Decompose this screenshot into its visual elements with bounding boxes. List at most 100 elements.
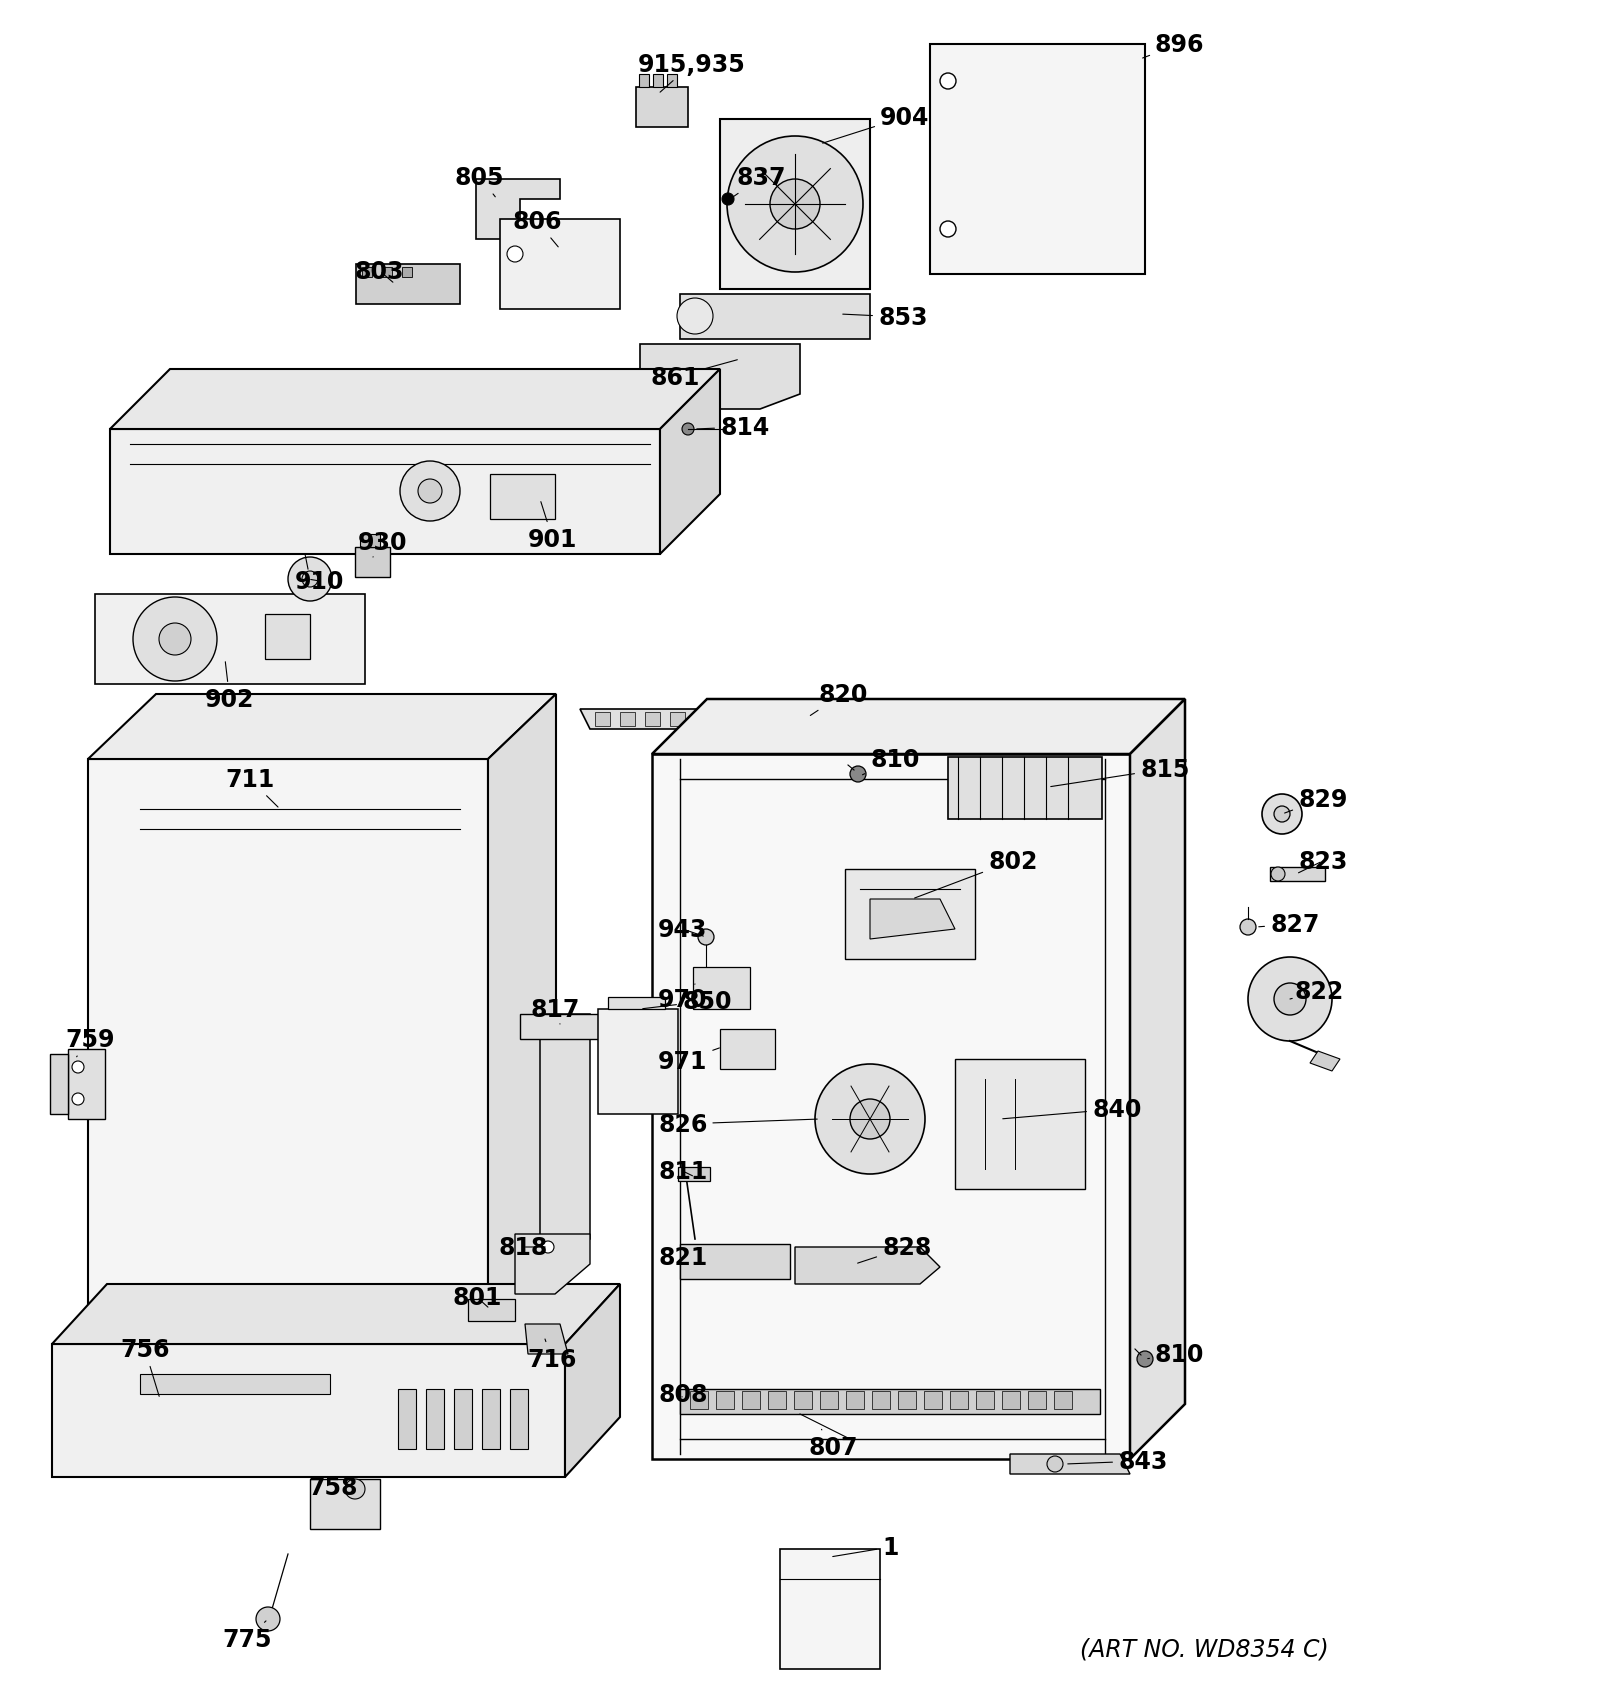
Polygon shape — [1010, 1454, 1130, 1475]
Polygon shape — [1310, 1052, 1341, 1071]
Polygon shape — [947, 757, 1102, 820]
Polygon shape — [398, 1390, 416, 1449]
Polygon shape — [768, 1391, 786, 1408]
Text: 853: 853 — [843, 305, 928, 329]
Polygon shape — [872, 1391, 890, 1408]
Text: 811: 811 — [658, 1159, 707, 1183]
Circle shape — [158, 624, 190, 656]
Polygon shape — [694, 713, 710, 726]
Polygon shape — [720, 1030, 774, 1069]
Polygon shape — [310, 1480, 381, 1529]
Polygon shape — [781, 1550, 880, 1669]
Polygon shape — [488, 694, 557, 1320]
Circle shape — [941, 222, 957, 239]
Polygon shape — [355, 547, 390, 578]
Circle shape — [726, 136, 862, 273]
Circle shape — [1274, 806, 1290, 822]
Polygon shape — [621, 713, 635, 726]
Text: 814: 814 — [696, 416, 770, 440]
Polygon shape — [490, 474, 555, 520]
Text: 820: 820 — [810, 682, 867, 716]
Polygon shape — [51, 1344, 565, 1477]
Polygon shape — [525, 1325, 568, 1354]
Circle shape — [722, 194, 734, 206]
Circle shape — [72, 1062, 83, 1074]
Polygon shape — [1130, 699, 1186, 1459]
Text: 840: 840 — [1003, 1098, 1141, 1122]
Text: 930: 930 — [358, 530, 408, 558]
Polygon shape — [1027, 1391, 1046, 1408]
Polygon shape — [746, 713, 760, 726]
Circle shape — [288, 558, 333, 602]
Polygon shape — [846, 1391, 864, 1408]
Polygon shape — [690, 1391, 707, 1408]
Circle shape — [1248, 958, 1331, 1042]
Polygon shape — [667, 75, 677, 89]
Polygon shape — [515, 1234, 590, 1294]
Polygon shape — [1270, 868, 1325, 881]
Text: 711: 711 — [226, 767, 278, 808]
Text: 901: 901 — [528, 503, 578, 552]
Polygon shape — [355, 264, 461, 305]
Polygon shape — [1002, 1391, 1021, 1408]
Text: 828: 828 — [858, 1236, 931, 1263]
Polygon shape — [976, 1391, 994, 1408]
Circle shape — [941, 73, 957, 90]
Polygon shape — [661, 370, 720, 554]
Polygon shape — [595, 713, 610, 726]
Polygon shape — [541, 1014, 590, 1240]
Text: 807: 807 — [808, 1429, 858, 1459]
Polygon shape — [426, 1390, 445, 1449]
Text: 815: 815 — [1051, 757, 1189, 788]
Polygon shape — [579, 709, 819, 730]
Circle shape — [1270, 868, 1285, 881]
Polygon shape — [141, 1374, 330, 1395]
Polygon shape — [1054, 1391, 1072, 1408]
Polygon shape — [110, 370, 720, 430]
Text: 826: 826 — [658, 1112, 818, 1136]
Polygon shape — [925, 1391, 942, 1408]
Text: 756: 756 — [120, 1337, 170, 1396]
Polygon shape — [499, 220, 621, 310]
Text: 902: 902 — [205, 662, 254, 711]
Polygon shape — [680, 1245, 790, 1279]
Circle shape — [72, 1093, 83, 1105]
Polygon shape — [898, 1391, 915, 1408]
Polygon shape — [742, 1391, 760, 1408]
Circle shape — [682, 425, 694, 436]
Polygon shape — [693, 967, 750, 1009]
Text: 829: 829 — [1285, 788, 1347, 813]
Text: 823: 823 — [1298, 849, 1347, 873]
Text: 716: 716 — [526, 1338, 576, 1371]
Polygon shape — [110, 430, 661, 554]
Text: 808: 808 — [658, 1383, 707, 1407]
Circle shape — [1262, 795, 1302, 834]
Polygon shape — [794, 1391, 813, 1408]
Polygon shape — [88, 759, 488, 1320]
Text: 803: 803 — [355, 259, 405, 283]
Circle shape — [1046, 1456, 1062, 1471]
Polygon shape — [950, 1391, 968, 1408]
Circle shape — [400, 462, 461, 522]
Polygon shape — [720, 713, 734, 726]
Text: 827: 827 — [1259, 912, 1320, 936]
Polygon shape — [608, 997, 666, 1009]
Polygon shape — [670, 713, 685, 726]
Polygon shape — [930, 44, 1146, 275]
Polygon shape — [795, 1248, 941, 1284]
Polygon shape — [94, 595, 365, 685]
Polygon shape — [720, 119, 870, 290]
Polygon shape — [454, 1390, 472, 1449]
Circle shape — [346, 1480, 365, 1499]
Text: 810: 810 — [1147, 1342, 1205, 1366]
Polygon shape — [680, 1390, 1101, 1413]
Circle shape — [418, 479, 442, 503]
Polygon shape — [51, 1284, 621, 1344]
Circle shape — [1274, 984, 1306, 1016]
Text: 943: 943 — [658, 917, 707, 941]
Polygon shape — [653, 755, 1130, 1459]
Text: 775: 775 — [222, 1621, 272, 1650]
Text: 759: 759 — [66, 1028, 115, 1057]
Polygon shape — [638, 75, 650, 89]
Circle shape — [256, 1608, 280, 1632]
